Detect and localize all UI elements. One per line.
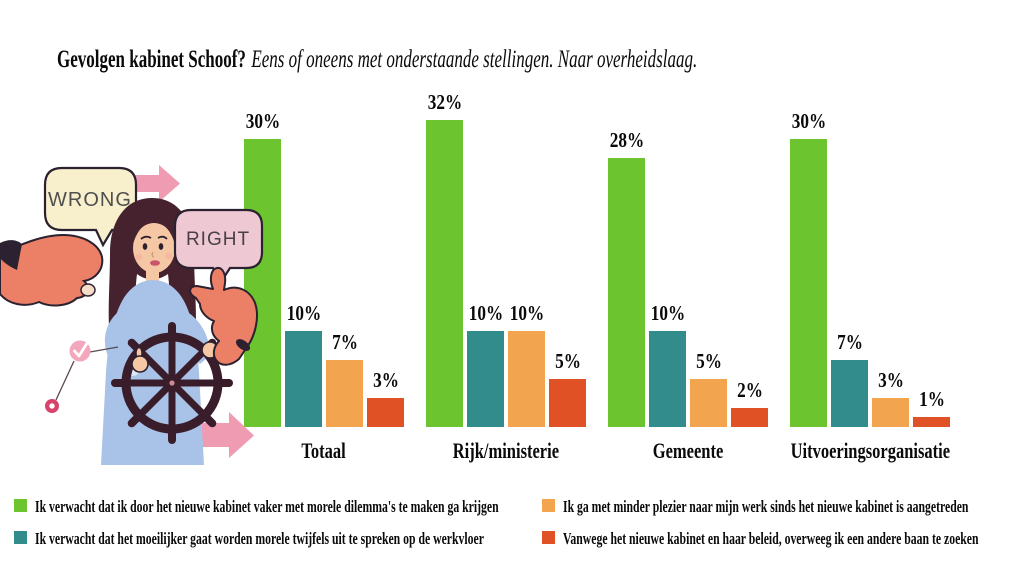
eye-left: [142, 243, 148, 250]
bar: 3%: [872, 368, 909, 427]
bar-value-label: 2%: [736, 377, 763, 402]
bar: 10%: [649, 301, 686, 427]
bar-cluster: 30% 7% 3% 1%: [790, 88, 950, 427]
bar-value-label: 3%: [372, 368, 399, 393]
legend-swatch: [542, 531, 555, 544]
bar-value-label: 10%: [468, 301, 503, 325]
pink-arrow-top: [118, 165, 180, 202]
hair-bangs: [133, 212, 175, 244]
sweater-body: [101, 280, 204, 465]
legend-label: Ik ga met minder plezier naar mijn werk …: [563, 497, 969, 516]
wrong-bubble-shape: [43, 166, 138, 248]
nose: [151, 251, 155, 258]
decision-illustration: WRONG: [0, 165, 264, 465]
chart-group-4: 30% 7% 3% 1% Uitvoeringsorganisatie: [790, 88, 950, 464]
bar-value-label: 28%: [609, 128, 644, 153]
legend-item: Ik verwacht dat het moeilijker gaat word…: [14, 529, 707, 550]
left-hand-icon: [0, 233, 104, 307]
bar-value-label: 7%: [331, 329, 358, 354]
bar: 2%: [731, 378, 768, 427]
blush-right: [165, 252, 173, 260]
bar: 30%: [244, 109, 281, 427]
bar: 7%: [326, 330, 363, 427]
category-label: Totaal: [301, 438, 347, 463]
bar-value-label: 5%: [554, 349, 581, 373]
bar-value-label: 3%: [877, 368, 904, 393]
legend-item: Ik verwacht dat ik door het nieuwe kabin…: [14, 497, 707, 518]
bar-value-label: 32%: [427, 89, 462, 114]
eyebrow-left: [140, 235, 152, 240]
legend-column-left: Ik verwacht dat ik door het nieuwe kabin…: [14, 497, 707, 550]
title-question: Gevolgen kabinet Schoof?: [57, 46, 246, 73]
bar-chart: 30% 10% 7% 3% Totaal 32% 10% 10% 5% Rijk/minister…: [244, 88, 950, 464]
bar: 7%: [831, 330, 868, 427]
right-hand-icon: [189, 266, 258, 366]
bar: 1%: [913, 387, 950, 427]
check-accent: [45, 340, 119, 413]
legend-swatch: [14, 499, 27, 512]
wrong-bubble-text: WRONG: [48, 189, 132, 211]
legend-column-right: Ik ga met minder plezier naar mijn werk …: [542, 497, 1030, 550]
bar-value-label: 10%: [509, 301, 544, 325]
right-bubble-text: RIGHT: [186, 229, 250, 250]
blush-left: [135, 253, 143, 261]
bar-cluster: 30% 10% 7% 3%: [244, 88, 404, 427]
chart-group-2: 32% 10% 10% 5% Rijk/ministerie: [426, 88, 586, 464]
category-label: Rijk/ministerie: [452, 438, 560, 463]
bar: 10%: [467, 301, 504, 427]
title-subtitle: Eens of oneens met onderstaande stelling…: [251, 46, 698, 73]
category-label: Gemeente: [652, 438, 724, 463]
eye-right: [158, 243, 164, 250]
bar: 10%: [508, 301, 545, 427]
bar-value-label: 5%: [695, 349, 722, 373]
bar: 32%: [426, 90, 463, 427]
chart-group-3: 28% 10% 5% 2% Gemeente: [608, 88, 768, 464]
legend-label: Ik verwacht dat ik door het nieuwe kabin…: [35, 497, 499, 516]
bar-value-label: 30%: [245, 109, 280, 133]
legend-item: Vanwege het nieuwe kabinet en haar belei…: [542, 529, 1030, 550]
face: [133, 223, 175, 273]
chart-group-1: 30% 10% 7% 3% Totaal: [244, 88, 404, 464]
bar: 28%: [608, 128, 645, 427]
checkmark-icon: [73, 342, 88, 358]
lips: [150, 260, 160, 266]
legend-swatch: [542, 499, 555, 512]
speech-bubble-right: RIGHT: [173, 208, 264, 285]
eyebrow-right: [157, 235, 168, 240]
bar: 30%: [790, 109, 827, 427]
bar-value-label: 30%: [791, 109, 826, 133]
bar: 5%: [690, 349, 727, 427]
left-grip-hand: [131, 355, 149, 373]
chart-title: Gevolgen kabinet Schoof? Eens of oneens m…: [57, 46, 697, 74]
speech-bubble-wrong: WRONG: [43, 166, 138, 248]
legend-item: Ik ga met minder plezier naar mijn werk …: [542, 497, 1030, 518]
bar: 5%: [549, 349, 586, 427]
bar-value-label: 10%: [286, 301, 321, 325]
bar-value-label: 10%: [650, 301, 685, 325]
bar-value-label: 7%: [836, 329, 863, 354]
bar: 10%: [285, 301, 322, 427]
bar-cluster: 28% 10% 5% 2%: [608, 88, 768, 427]
legend-label: Vanwege het nieuwe kabinet en haar belei…: [563, 529, 979, 548]
legend-label: Ik verwacht dat het moeilijker gaat word…: [35, 529, 484, 548]
bar: 3%: [367, 368, 404, 427]
legend-swatch: [14, 531, 27, 544]
bar-cluster: 32% 10% 10% 5%: [426, 88, 586, 427]
bar-value-label: 1%: [918, 387, 945, 412]
category-label: Uitvoeringsorganisatie: [790, 438, 950, 463]
woman-helmsman: [101, 198, 223, 465]
